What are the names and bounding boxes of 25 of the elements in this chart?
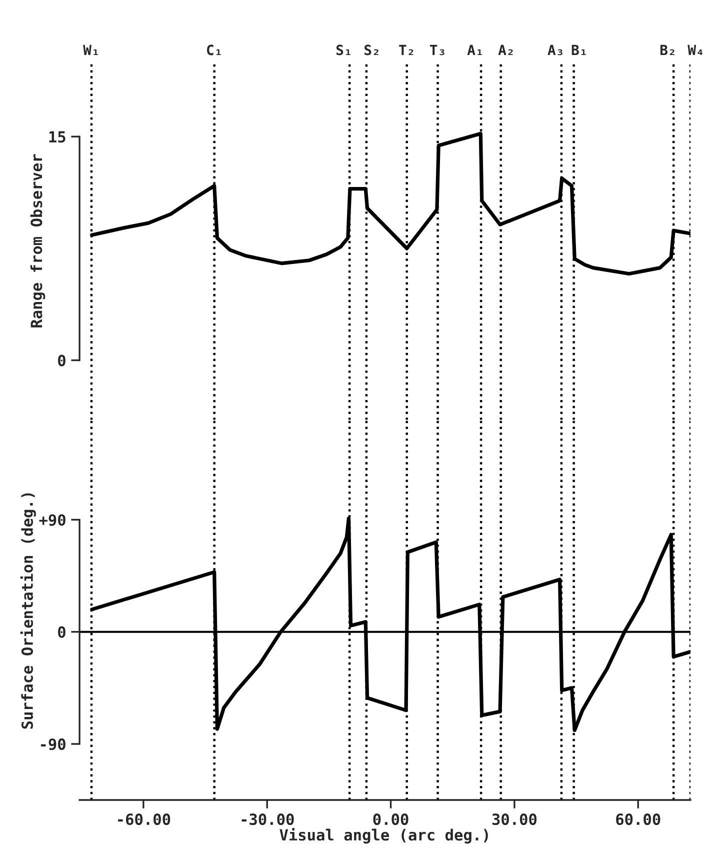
- y-axis-title: Range from Observer: [30, 154, 46, 328]
- y-tick-label: 15: [49, 131, 66, 143]
- y-tick-label: +90: [39, 514, 66, 526]
- y-tick-label: 0: [58, 626, 66, 638]
- x-tick-label: 0.00: [373, 813, 408, 826]
- x-axis-title: Visual angle (arc deg.): [280, 828, 488, 844]
- y-tick-label: -90: [40, 738, 66, 750]
- ref-line-label: S₂: [364, 44, 378, 56]
- ref-line-label: W₁: [83, 44, 98, 56]
- x-tick-label: -30.00: [242, 813, 294, 826]
- ref-line-label: S₁: [336, 44, 350, 56]
- ref-line-label: T₃: [430, 44, 444, 56]
- y-tick-label: 0: [58, 354, 66, 366]
- ref-line-label: B₁: [572, 44, 586, 56]
- ref-line-label: A₁: [467, 44, 482, 56]
- x-tick-label: 30.00: [492, 813, 537, 826]
- ref-line-label: B₂: [660, 44, 674, 56]
- y-axis-title: Surface Orientation (deg.): [20, 493, 36, 729]
- ref-line-label: A₃: [548, 44, 562, 56]
- ref-line-label: A₂: [498, 44, 513, 56]
- ref-line-label: T₂: [399, 44, 414, 56]
- x-tick-label: -60.00: [118, 813, 170, 826]
- x-tick-label: 60.00: [616, 813, 660, 826]
- ref-line-label: W₄: [688, 44, 702, 56]
- ref-line-label: C₁: [207, 44, 221, 56]
